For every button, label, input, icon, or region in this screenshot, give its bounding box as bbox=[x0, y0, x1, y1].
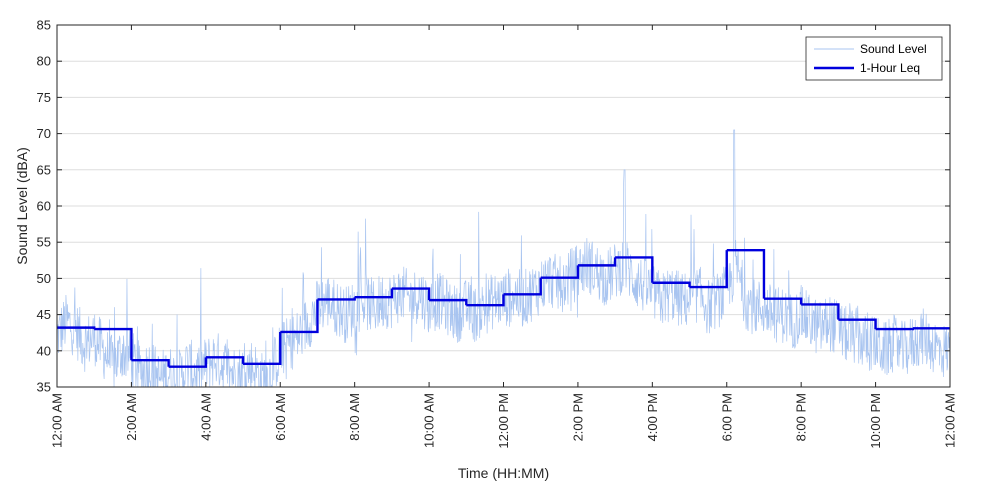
leq-step-segment bbox=[354, 288, 394, 299]
leq-step-segment bbox=[689, 250, 728, 289]
legend-label-1-hour-leq: 1-Hour Leq bbox=[860, 61, 920, 75]
y-tick-label: 40 bbox=[37, 343, 51, 358]
plot-series bbox=[57, 129, 950, 387]
x-tick-label: 8:00 PM bbox=[794, 393, 809, 441]
leq-step-segment bbox=[205, 356, 245, 364]
leq-step-segment bbox=[726, 248, 766, 299]
y-axis-ticks: 35 40 45 50 55 60 65 70 75 80 85 bbox=[37, 18, 950, 395]
y-tick-label: 80 bbox=[37, 54, 51, 69]
leq-step-segment bbox=[801, 303, 840, 320]
legend: Sound Level 1-Hour Leq bbox=[805, 36, 943, 81]
leq-step-segment bbox=[131, 359, 170, 367]
leq-step-segment bbox=[875, 327, 914, 331]
x-axis-ticks: 12:00 AM 2:00 AM 4:00 AM 6:00 AM 8:00 AM 10:0… bbox=[50, 25, 958, 449]
x-axis-label: Time (HH:MM) bbox=[458, 465, 549, 481]
x-tick-label: 4:00 PM bbox=[645, 393, 660, 441]
y-tick-label: 55 bbox=[37, 235, 51, 250]
y-tick-label: 45 bbox=[37, 307, 51, 322]
x-tick-label: 2:00 PM bbox=[570, 393, 585, 441]
leq-step-segment bbox=[466, 294, 505, 307]
leq-step-segment bbox=[391, 287, 431, 301]
leq-step-segment bbox=[652, 281, 691, 288]
x-tick-label: 12:00 PM bbox=[496, 393, 511, 449]
leq-step-segment bbox=[838, 318, 877, 330]
leq-step-segment bbox=[94, 327, 133, 361]
leq-step-segment bbox=[280, 299, 319, 334]
x-tick-label: 8:00 AM bbox=[347, 393, 362, 441]
x-tick-label: 6:00 PM bbox=[719, 393, 734, 441]
y-tick-label: 70 bbox=[37, 126, 51, 141]
x-tick-label: 6:00 AM bbox=[273, 393, 288, 441]
leq-step-segment bbox=[615, 256, 654, 283]
x-tick-label: 12:00 AM bbox=[943, 393, 958, 448]
leq-step-segment bbox=[503, 277, 542, 296]
leq-step-segment bbox=[243, 331, 282, 366]
leq-step-segment bbox=[168, 357, 208, 368]
leq-step-segment bbox=[540, 265, 580, 279]
leq-step-segment bbox=[429, 298, 468, 306]
y-axis-label: Sound Level (dBA) bbox=[14, 147, 30, 265]
y-tick-label: 50 bbox=[37, 271, 51, 286]
x-tick-label: 12:00 AM bbox=[50, 393, 65, 448]
leq-step-segment bbox=[763, 297, 803, 305]
x-tick-label: 2:00 AM bbox=[124, 393, 139, 441]
leq-step-segment bbox=[57, 326, 96, 330]
y-tick-label: 60 bbox=[37, 199, 51, 214]
legend-label-sound-level: Sound Level bbox=[860, 42, 927, 56]
x-tick-label: 10:00 AM bbox=[422, 393, 437, 448]
sound-level-line bbox=[57, 129, 950, 387]
y-tick-label: 85 bbox=[37, 18, 51, 33]
x-tick-label: 4:00 AM bbox=[198, 393, 213, 441]
y-tick-label: 75 bbox=[37, 90, 51, 105]
y-tick-label: 35 bbox=[37, 380, 51, 395]
y-tick-label: 65 bbox=[37, 162, 51, 177]
leq-step-segment bbox=[577, 257, 617, 267]
legend-box bbox=[805, 36, 943, 81]
x-tick-label: 10:00 PM bbox=[868, 393, 883, 449]
